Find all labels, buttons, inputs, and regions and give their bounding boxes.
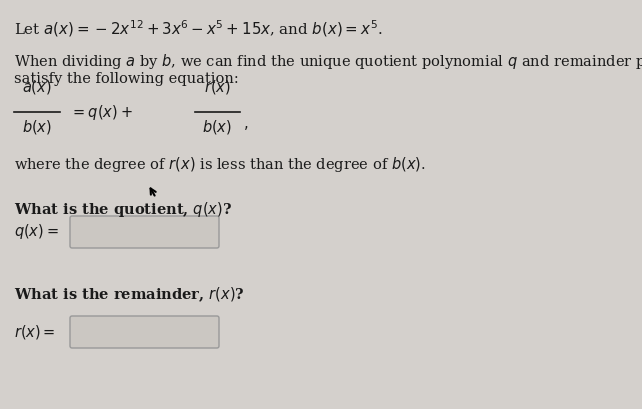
Text: $,$: $,$	[243, 118, 248, 132]
Text: where the degree of $r(x)$ is less than the degree of $b(x)$.: where the degree of $r(x)$ is less than …	[14, 155, 426, 173]
Text: $b(x)$: $b(x)$	[202, 118, 232, 136]
Text: $q(x) = $: $q(x) = $	[14, 222, 59, 241]
Text: $b(x)$: $b(x)$	[22, 118, 52, 136]
Text: When dividing $a$ by $b$, we can find the unique quotient polynomial $q$ and rem: When dividing $a$ by $b$, we can find th…	[14, 52, 642, 71]
Text: $r(x) = $: $r(x) = $	[14, 322, 56, 340]
Text: What is the quotient, $q(x)$?: What is the quotient, $q(x)$?	[14, 200, 232, 218]
Text: What is the remainder, $r(x)$?: What is the remainder, $r(x)$?	[14, 284, 245, 303]
Text: $= q(x) +$: $= q(x) +$	[70, 103, 133, 122]
Text: Let $a(x) = -2x^{12} + 3x^6 - x^5 + 15x$, and $b(x) = x^5$.: Let $a(x) = -2x^{12} + 3x^6 - x^5 + 15x$…	[14, 18, 383, 38]
Text: $r(x)$: $r(x)$	[204, 78, 231, 96]
FancyBboxPatch shape	[70, 316, 219, 348]
Text: satisfy the following equation:: satisfy the following equation:	[14, 72, 239, 86]
Text: $a(x)$: $a(x)$	[22, 78, 52, 96]
FancyBboxPatch shape	[70, 216, 219, 248]
